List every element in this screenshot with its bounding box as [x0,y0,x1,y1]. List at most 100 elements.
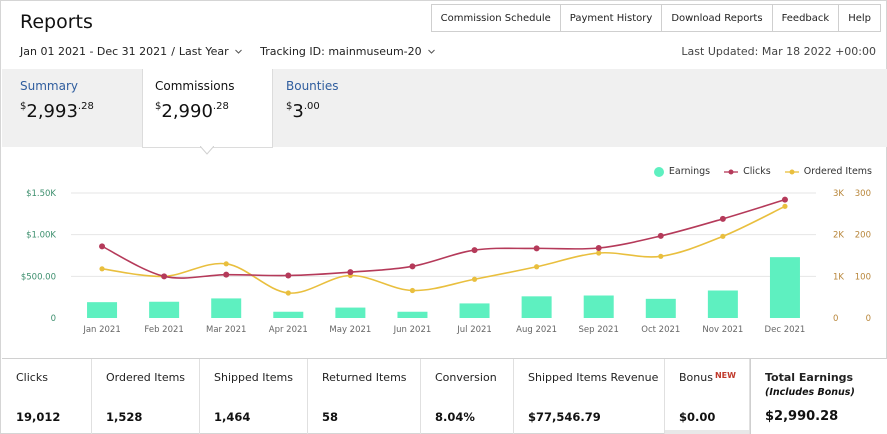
y-tick-label: 0 [51,314,56,324]
chart-canvas: 0 0 0 $500.00 1K 100 $1.00K 2K 200 $1.50K 3K 300 Jan… [21,189,871,335]
clicks-point [533,245,540,252]
ordered-items-point [534,264,540,270]
legend-ordered-items[interactable]: Ordered Items [784,166,872,177]
legend-ordered-items-swatch [784,169,799,174]
x-tick-label: Aug 2021 [516,325,557,335]
stat-value: 19,012 [16,410,61,424]
y-right-items-tick-label: 0 [866,314,871,324]
summary-tabs: Summary $2,993.28 Commissions $2,990.28 … [2,69,887,148]
x-tick-label: Dec 2021 [765,325,806,335]
ordered-items-point [720,233,726,239]
earnings-bar [397,311,428,318]
earnings-bar [459,303,490,318]
x-tick-label: Mar 2021 [206,325,246,335]
legend-earnings-label: Earnings [668,166,711,177]
stat-value: 8.04% [435,410,475,424]
x-tick-label: Sep 2021 [579,325,619,335]
stat-ordered-items: Ordered Items 1,528 [92,359,200,434]
clicks-point [161,273,168,280]
legend-earnings-swatch [653,166,664,177]
stat-value: 58 [322,410,339,424]
stat-label: Shipped Items [214,371,293,384]
top-nav: Commission Schedule Payment History Down… [430,4,881,32]
page-title: Reports [20,11,93,33]
earnings-bar [769,257,800,318]
y-right-items-tick-label: 100 [855,272,871,282]
ordered-items-point [285,290,291,296]
help-button[interactable]: Help [838,5,880,31]
stat-value: 1,528 [106,410,143,424]
last-updated: Last Updated: Mar 18 2022 +00:00 [681,45,876,58]
feedback-button[interactable]: Feedback [771,5,839,31]
x-tick-label: May 2021 [329,325,371,335]
payment-history-button[interactable]: Payment History [559,5,662,31]
earnings-bar [273,311,304,318]
x-tick-label: Jun 2021 [393,325,432,335]
date-range: Jan 01 2021 - Dec 31 2021 [20,45,168,58]
x-tick-label: Nov 2021 [702,325,743,335]
clicks-line [101,198,786,279]
earnings-bar [645,298,676,318]
tab-bounties[interactable]: Bounties $3.00 [273,69,413,147]
earnings-bar [521,296,552,318]
earnings-bar [149,301,180,318]
stat-shipped-revenue: Shipped Items Revenue $77,546.79 [514,359,665,434]
stat-conversion: Conversion 8.04% [421,359,514,434]
tab-summary-value: $2,993.28 [20,101,94,122]
separator: / [171,45,175,58]
ordered-items-point [409,287,416,294]
y-right-items-tick-label: 200 [855,231,871,241]
clicks-point [471,247,478,254]
tab-commissions[interactable]: Commissions $2,990.28 [142,69,273,148]
tab-summary-label: Summary [20,79,78,93]
stat-bonus[interactable]: Bonus NEW $0.00 [665,359,750,434]
stat-total-earnings: Total Earnings (Includes Bonus) $2,990.2… [750,359,887,434]
clicks-point [657,232,664,239]
clicks-point [223,271,230,278]
y-right-clicks-tick-label: 1K [833,272,844,282]
y-tick-label: $500.00 [21,272,56,282]
stats-bar: Clicks 19,012 Ordered Items 1,528 Shippe… [2,358,887,434]
legend-earnings[interactable]: Earnings [653,166,711,177]
ordered-items-point [223,261,229,267]
download-reports-button[interactable]: Download Reports [661,5,771,31]
y-tick-label: $1.00K [26,231,56,241]
tab-bounties-value: $3.00 [286,101,320,122]
x-tick-label: Apr 2021 [269,325,308,335]
bonus-indicator [665,430,749,434]
stat-value: 1,464 [214,410,251,424]
earnings-bar [583,295,614,318]
tab-bounties-label: Bounties [286,79,339,93]
stat-label: Returned Items [322,371,407,384]
period-select-label: Last Year [178,45,229,58]
chevron-down-icon [235,48,242,55]
stat-returned-items: Returned Items 58 [308,359,421,434]
stat-label: Bonus NEW [679,371,736,384]
ordered-items-point [99,266,105,272]
y-right-clicks-tick-label: 2K [833,231,844,241]
commission-schedule-button[interactable]: Commission Schedule [440,12,551,24]
ordered-items-point [782,203,788,209]
x-tick-label: Oct 2021 [641,325,680,335]
chart-legend: Earnings Clicks Ordered Items [653,166,872,177]
earnings-bar [707,290,738,318]
stat-shipped-items: Shipped Items 1,464 [200,359,308,434]
legend-clicks[interactable]: Clicks [724,166,771,177]
period-select[interactable]: Last Year [179,45,242,58]
legend-ordered-items-label: Ordered Items [803,166,872,177]
y-right-items-tick-label: 300 [855,189,871,199]
x-tick-label: Jan 2021 [82,325,120,335]
tab-pointer-icon [200,146,214,155]
total-value: $2,990.28 [765,409,839,424]
tab-summary[interactable]: Summary $2,993.28 [2,69,142,147]
clicks-point [595,245,602,251]
y-tick-label: $1.50K [26,189,56,199]
ordered-items-point [596,250,602,256]
x-tick-label: Jul 2021 [456,325,492,335]
tracking-id-select[interactable]: Tracking ID: mainmuseum-20 [260,45,435,58]
ordered-items-line [101,205,786,294]
chevron-down-icon [428,48,435,55]
clicks-point [347,269,354,276]
clicks-point [99,243,106,250]
